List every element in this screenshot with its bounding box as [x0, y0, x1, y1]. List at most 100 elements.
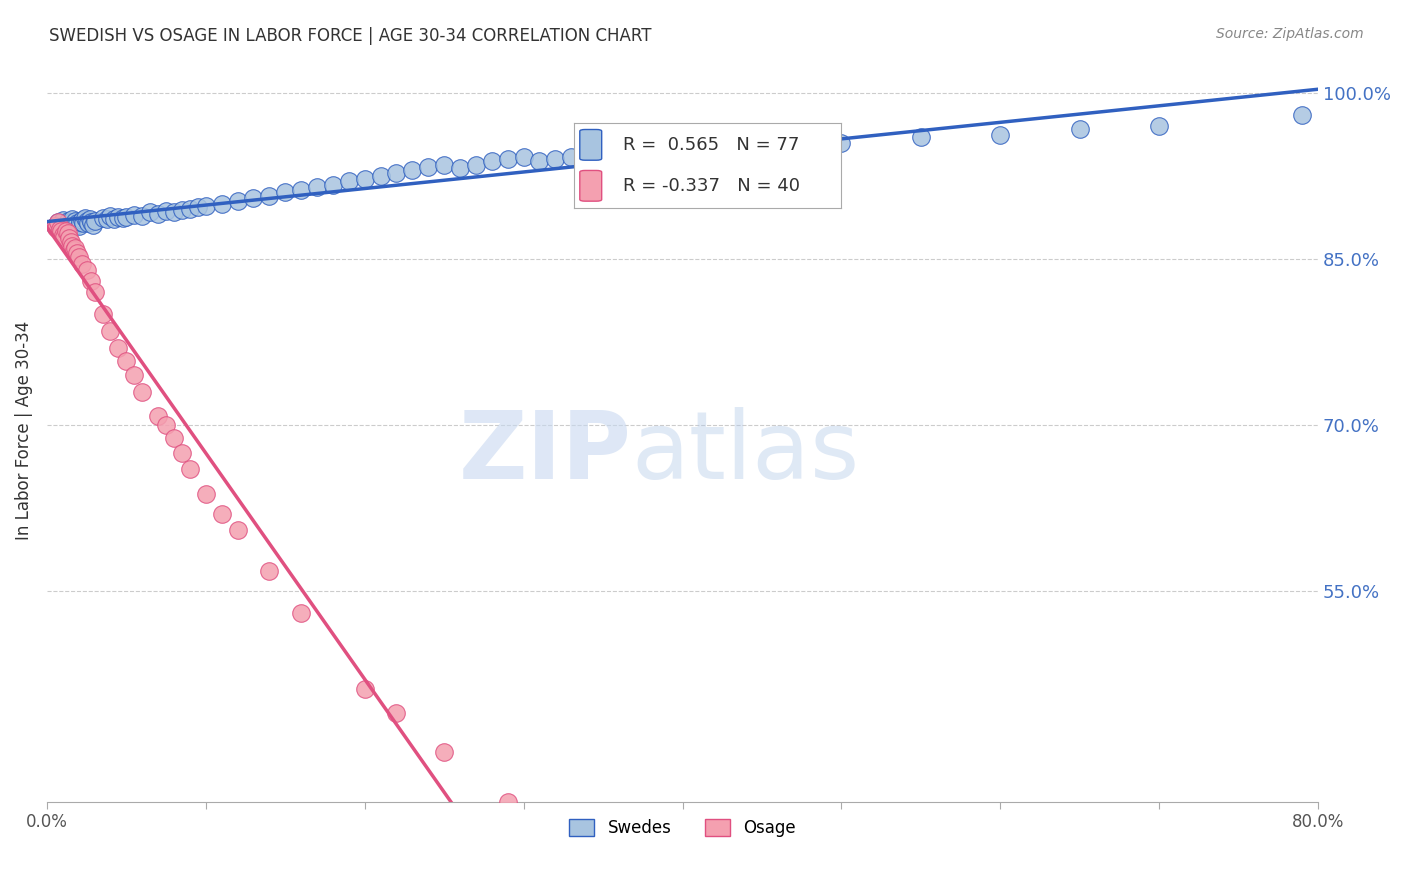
Point — [179, 202, 201, 216]
Point — [115, 354, 138, 368]
Point — [481, 154, 503, 169]
Point — [100, 209, 122, 223]
Point — [496, 795, 519, 809]
Point — [53, 229, 76, 244]
Point — [703, 144, 725, 158]
Point — [640, 148, 662, 162]
Legend: Swedes, Osage: Swedes, Osage — [561, 810, 804, 846]
Point — [259, 189, 281, 203]
Point — [1291, 108, 1313, 122]
Point — [512, 150, 534, 164]
Point — [56, 227, 79, 241]
Point — [79, 212, 101, 227]
Point — [187, 200, 209, 214]
Point — [80, 215, 103, 229]
Point — [82, 218, 104, 232]
Point — [259, 564, 281, 578]
Point — [69, 215, 91, 229]
Point — [66, 217, 89, 231]
Point — [53, 219, 76, 234]
Point — [385, 165, 408, 179]
Point — [124, 368, 146, 383]
Point — [496, 153, 519, 167]
Point — [72, 217, 94, 231]
Point — [370, 169, 392, 183]
Point — [592, 151, 614, 165]
Point — [124, 208, 146, 222]
Point — [83, 285, 105, 300]
Point — [290, 607, 312, 621]
Point — [56, 214, 79, 228]
Point — [194, 199, 217, 213]
Point — [112, 211, 135, 225]
Point — [433, 158, 456, 172]
Y-axis label: In Labor Force | Age 30-34: In Labor Force | Age 30-34 — [15, 321, 32, 541]
Point — [55, 218, 77, 232]
Point — [305, 180, 328, 194]
Point — [51, 217, 73, 231]
Text: Source: ZipAtlas.com: Source: ZipAtlas.com — [1216, 27, 1364, 41]
Point — [131, 209, 153, 223]
Point — [226, 523, 249, 537]
Point — [179, 462, 201, 476]
Point — [449, 161, 471, 175]
Point — [70, 257, 93, 271]
Point — [353, 681, 375, 696]
Point — [67, 219, 90, 233]
Point — [211, 507, 233, 521]
Point — [83, 214, 105, 228]
Point — [353, 172, 375, 186]
Point — [194, 486, 217, 500]
Point — [66, 246, 89, 260]
Point — [988, 128, 1011, 142]
Point — [107, 210, 129, 224]
Point — [1147, 119, 1170, 133]
Point — [274, 186, 297, 200]
Point — [544, 153, 567, 167]
Point — [46, 215, 69, 229]
Point — [146, 409, 169, 424]
Point — [48, 222, 70, 236]
Point — [65, 241, 87, 255]
Point — [103, 212, 125, 227]
Point — [51, 224, 73, 238]
Point — [1069, 122, 1091, 136]
Point — [465, 158, 488, 172]
Point — [560, 150, 582, 164]
Point — [45, 221, 67, 235]
Point — [155, 204, 177, 219]
Point — [115, 210, 138, 224]
Point — [163, 205, 186, 219]
Point — [385, 706, 408, 720]
Point — [830, 136, 852, 150]
Point — [96, 212, 118, 227]
Point — [170, 203, 193, 218]
Point — [107, 341, 129, 355]
Point — [80, 274, 103, 288]
Point — [60, 238, 83, 252]
Point — [91, 307, 114, 321]
Point — [48, 221, 70, 235]
Point — [55, 224, 77, 238]
Point — [751, 139, 773, 153]
Point — [163, 431, 186, 445]
Point — [76, 214, 98, 228]
Point — [70, 213, 93, 227]
Point — [77, 217, 100, 231]
Point — [170, 446, 193, 460]
Point — [67, 250, 90, 264]
Point — [59, 215, 82, 229]
Point — [58, 219, 80, 233]
Point — [226, 194, 249, 209]
Point — [139, 205, 162, 219]
Point — [322, 178, 344, 192]
Point — [60, 212, 83, 227]
Point — [44, 219, 66, 233]
Point — [671, 145, 693, 160]
Point — [529, 154, 551, 169]
Point — [63, 243, 86, 257]
Point — [290, 183, 312, 197]
Point — [52, 227, 75, 242]
Point — [131, 384, 153, 399]
Point — [576, 146, 599, 161]
